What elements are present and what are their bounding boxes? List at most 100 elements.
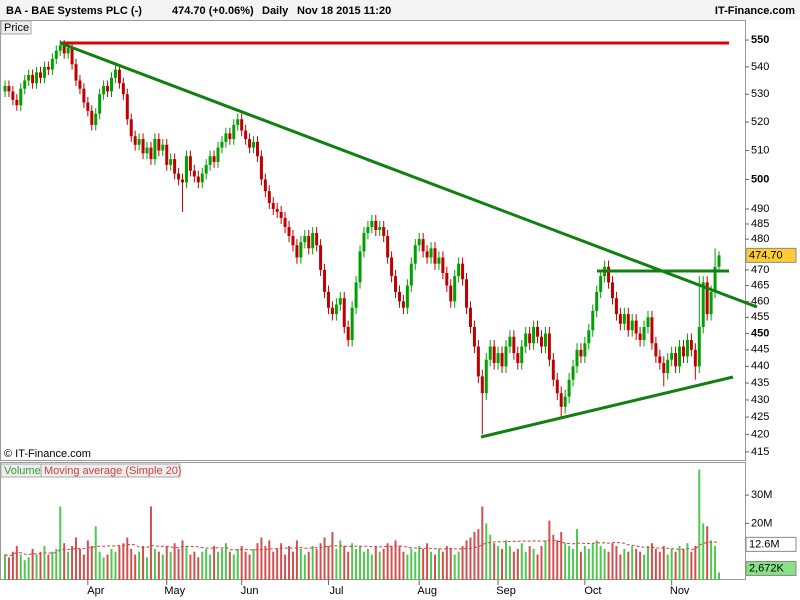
candle-body	[157, 139, 161, 151]
x-tick-label: Apr	[87, 585, 104, 597]
volume-bar	[477, 529, 480, 580]
candle-body	[658, 356, 662, 364]
volume-bar	[280, 543, 283, 580]
candle-body	[244, 130, 248, 140]
candle-body	[279, 211, 283, 218]
volume-bar	[473, 531, 476, 580]
volume-bar	[228, 551, 231, 580]
candle-body	[472, 326, 476, 347]
candle-body	[354, 282, 358, 308]
volume-bar	[433, 554, 436, 580]
candle-body	[169, 159, 173, 165]
volume-bar	[213, 546, 216, 580]
volume-bar	[224, 543, 227, 580]
volume-bar	[718, 572, 720, 580]
candle-body	[271, 203, 275, 209]
candle-body	[319, 245, 323, 270]
volume-bar	[47, 554, 50, 580]
volume-bar	[169, 551, 172, 580]
candle-body	[500, 353, 504, 367]
volume-bar	[165, 546, 168, 580]
candle-body	[362, 233, 366, 252]
volume-bar	[548, 520, 551, 580]
candle-body	[654, 343, 658, 357]
volume-bar	[378, 551, 381, 580]
volume-panel	[0, 462, 746, 580]
volume-bar	[86, 540, 89, 580]
volume-bar	[394, 540, 397, 580]
volume-bar	[161, 554, 164, 580]
candle-body	[283, 217, 287, 227]
candle-body	[27, 75, 31, 81]
candle-body	[709, 291, 713, 315]
candle-body	[228, 133, 232, 140]
ma-legend-box	[40, 463, 181, 478]
volume-bar	[90, 546, 93, 580]
volume-bar	[552, 534, 555, 580]
volume-bar	[556, 540, 559, 580]
candle-body	[62, 45, 66, 54]
volume-bar	[59, 506, 62, 580]
y-tick-label: 415	[751, 446, 769, 458]
volume-bar	[153, 548, 156, 580]
volume-bar	[303, 554, 306, 580]
candle-body	[366, 226, 370, 234]
y-tick-label: 30M	[751, 489, 772, 501]
candle-body	[528, 333, 532, 344]
candle-body	[165, 144, 169, 165]
volume-bar	[516, 548, 519, 580]
candle-body	[449, 285, 453, 302]
candle-body	[350, 307, 354, 340]
volume-bar	[114, 551, 117, 580]
volume-bar	[181, 540, 184, 580]
volume-bar	[418, 546, 421, 580]
volume-bar	[430, 551, 433, 580]
candle-body	[571, 366, 575, 380]
candle-body	[31, 75, 35, 84]
volume-bar	[591, 543, 594, 580]
volume-bar	[493, 543, 496, 580]
candle-body	[212, 156, 216, 162]
candle-body	[54, 50, 58, 59]
volume-bar	[240, 546, 243, 580]
y-tick-label: 485	[751, 218, 769, 230]
volume-bar	[437, 548, 440, 580]
volume-bar	[23, 560, 26, 580]
candle-body	[567, 379, 571, 397]
candle-body	[634, 320, 638, 334]
candle-body	[224, 133, 228, 142]
candle-body	[46, 66, 50, 70]
candle-body	[346, 326, 350, 340]
y-tick-label: 425	[751, 411, 769, 423]
volume-bar	[627, 551, 630, 580]
volume-bar	[662, 546, 665, 580]
volume-bar	[382, 548, 385, 580]
volume-bar	[698, 469, 701, 580]
candle-body	[437, 257, 441, 264]
volume-bar	[315, 548, 318, 580]
candle-body	[252, 141, 256, 148]
candle-body	[587, 330, 591, 344]
candle-body	[563, 396, 567, 407]
candle-body	[192, 170, 196, 177]
volume-bar	[260, 537, 263, 580]
volume-bar	[276, 548, 279, 580]
y-tick-label: 440	[751, 360, 769, 372]
volume-bar	[232, 554, 235, 580]
volume-bar	[331, 531, 334, 580]
volume-bar	[98, 551, 101, 580]
candle-body	[50, 58, 54, 70]
y-tick-label: 455	[751, 311, 769, 323]
volume-bar	[209, 554, 212, 580]
moving-average	[4, 539, 720, 557]
candle-body	[117, 69, 121, 84]
volume-bar	[335, 548, 338, 580]
volume-bar	[94, 526, 97, 580]
period: Daily	[262, 5, 289, 17]
volume-bar	[536, 554, 539, 580]
current-price-box	[745, 247, 797, 263]
candle-body	[390, 257, 394, 277]
candle-body	[551, 359, 555, 380]
candle-body	[98, 94, 102, 114]
y-tick-label: 420	[751, 428, 769, 440]
